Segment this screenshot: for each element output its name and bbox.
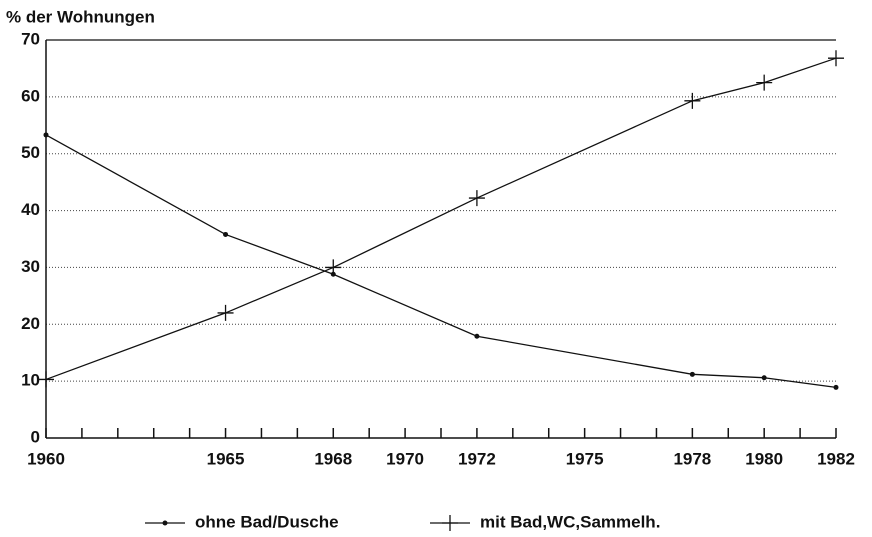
x-tick-label: 1982: [817, 449, 855, 468]
point: [442, 515, 458, 531]
x-tick-label: 1970: [386, 449, 424, 468]
point: [828, 50, 844, 67]
y-tick-label: 60: [21, 86, 40, 105]
point: [474, 333, 480, 339]
y-tick-label: 30: [21, 257, 40, 276]
x-tick-label: 1965: [207, 449, 245, 468]
point: [833, 384, 839, 390]
y-tick-label: 20: [21, 314, 40, 333]
x-tick-label: 1975: [566, 449, 604, 468]
point: [325, 259, 342, 276]
series-line: [45, 134, 837, 389]
y-tick-label: 10: [21, 371, 40, 390]
point: [217, 304, 234, 321]
y-tick-label: 0: [31, 427, 40, 446]
x-tick-label: 1980: [745, 449, 783, 468]
x-tick-label: 1978: [673, 449, 711, 468]
x-tick-label: 1968: [314, 449, 352, 468]
point: [684, 92, 701, 109]
point: [223, 231, 229, 237]
legend-label: ohne Bad/Dusche: [195, 512, 339, 531]
point: [43, 132, 49, 138]
point: [761, 375, 767, 381]
point: [38, 371, 54, 388]
series-line: [45, 57, 837, 381]
point: [756, 74, 773, 91]
x-tick-label: 1972: [458, 449, 496, 468]
x-tick-label: 1960: [27, 449, 65, 468]
y-axis-label: % der Wohnungen: [6, 7, 155, 26]
legend-label: mit Bad,WC,Sammelh.: [480, 512, 660, 531]
y-tick-label: 40: [21, 200, 40, 219]
y-tick-label: 70: [21, 29, 40, 48]
point: [468, 190, 485, 207]
y-tick-label: 50: [21, 143, 40, 162]
point: [689, 371, 695, 377]
point: [162, 520, 168, 526]
